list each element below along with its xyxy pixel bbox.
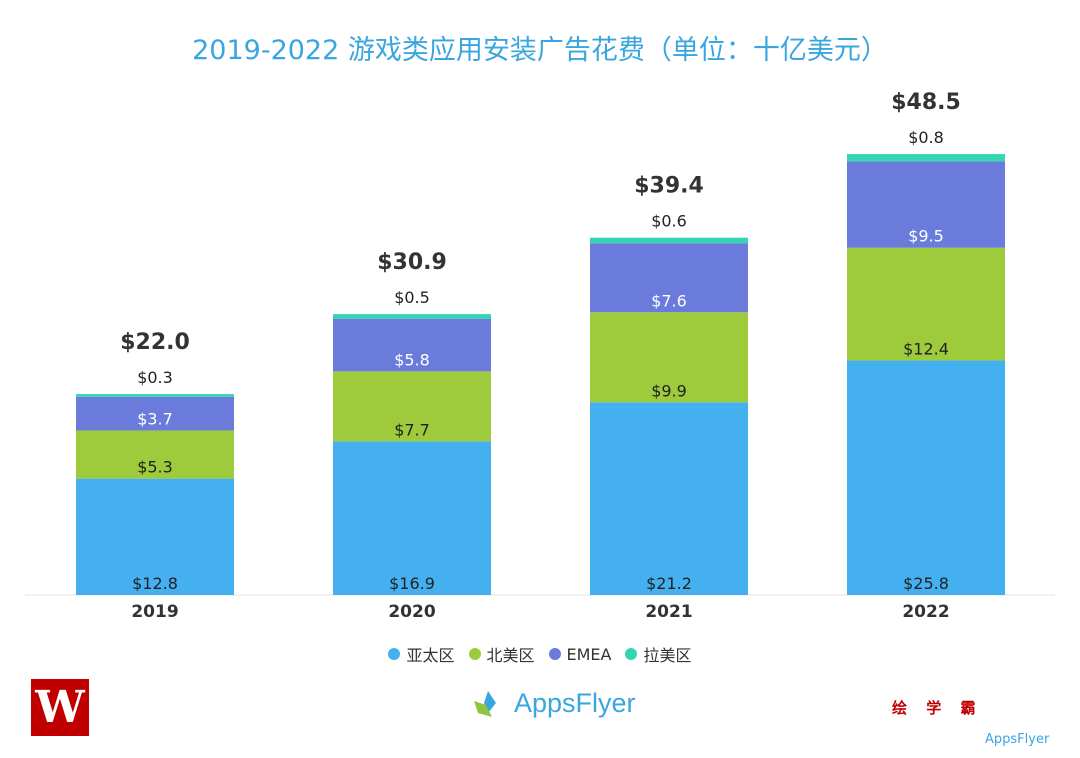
chart-title: 2019-2022 游戏类应用安装广告花费（单位：十亿美元） [192,35,888,66]
x-tick-label: 2021 [645,602,692,622]
data-label: $0.5 [394,288,430,307]
bar-segment-EMEA-2022 [847,161,1005,248]
data-label: $7.6 [651,291,687,310]
legend-item: EMEA [548,642,612,666]
data-label: $5.3 [137,458,173,477]
total-label: $30.9 [377,250,447,275]
data-label: $3.7 [137,409,173,428]
bar-segment-EMEA-2021 [590,243,748,313]
data-label: $12.8 [132,574,178,593]
legend-item: 亚太区 [388,642,455,666]
bar-segment-亚太区-2020 [333,441,491,595]
total-label: $48.5 [891,90,961,115]
data-label: $9.9 [651,381,687,400]
legend-dot-icon [625,648,638,660]
legend-dot-icon [548,648,561,660]
bar-segment-EMEA-2020 [333,318,491,372]
appsflyer-logo: AppsFlyer [474,688,636,719]
total-label: $22.0 [120,330,190,355]
legend-label: 亚太区 [406,646,455,665]
bar-segment-北美区-2020 [333,371,491,442]
bar-segment-亚太区-2021 [590,402,748,595]
total-label: $39.4 [634,174,704,199]
data-label: $0.3 [137,368,173,387]
x-tick-label: 2022 [902,602,949,622]
stacked-bar-chart: $12.8 $5.3 $3.7 $0.3 $22.0 2019 $16.9 $7.7 $5.8 $… [25,90,1055,622]
data-label: $7.7 [394,420,430,439]
data-label: $0.6 [651,212,687,231]
legend: 亚太区 北美区 EMEA 拉美区 [0,642,1080,666]
bar-segment-北美区-2019 [76,430,234,479]
bar-segment-EMEA-2019 [76,396,234,431]
bar-segment-拉美区-2022 [847,154,1005,162]
legend-item: 北美区 [468,642,535,666]
data-label: $0.8 [908,128,944,147]
legend-label: EMEA [566,644,612,664]
data-label: $25.8 [903,574,949,593]
x-tick-label: 2020 [388,602,435,622]
data-label: $21.2 [646,574,692,593]
bar-segment-北美区-2021 [590,312,748,403]
appsflyer-logo-text: AppsFlyer [514,688,636,718]
bar-segment-亚太区-2022 [847,360,1005,595]
w-logo: W [31,679,89,736]
appsflyer-small-logo: AppsFlyer [985,732,1050,747]
bar-segment-拉美区-2021 [590,237,748,244]
legend-label: 北美区 [486,646,535,665]
bar-segment-亚太区-2019 [76,478,234,595]
legend-label: 拉美区 [643,646,692,665]
data-label: $5.8 [394,350,430,369]
data-label: $12.4 [903,339,949,358]
legend-dot-icon [388,648,401,660]
bar-segment-拉美区-2020 [333,314,491,319]
legend-dot-icon [468,648,481,660]
bar-segment-拉美区-2019 [76,394,234,397]
legend-item: 拉美区 [625,642,692,666]
x-tick-label: 2019 [131,602,178,622]
appsflyer-mark-icon [474,689,510,719]
bar-segment-北美区-2022 [847,247,1005,361]
data-label: $9.5 [908,227,944,246]
watermark-text: 绘 学 霸 [892,699,983,717]
data-label: $16.9 [389,574,435,593]
